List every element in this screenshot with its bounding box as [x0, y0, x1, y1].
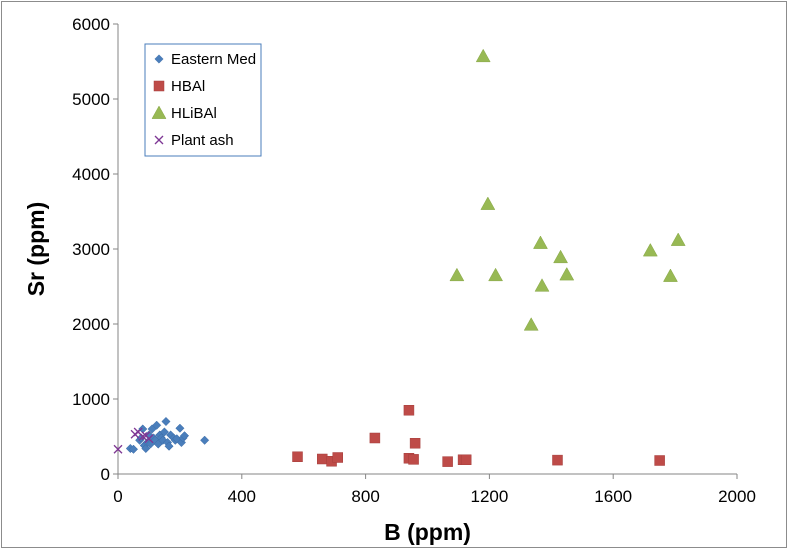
eastern-med-point	[152, 420, 162, 430]
eastern-med-point	[128, 444, 139, 454]
hlibal-point	[475, 48, 491, 63]
hbal-point	[332, 452, 343, 463]
eastern-med-point	[159, 427, 169, 437]
plant-ash-point	[138, 432, 148, 441]
y-axis-title: Sr (ppm)	[23, 202, 49, 297]
hlibal-point	[663, 268, 678, 282]
hlibal-point	[480, 196, 496, 210]
y-tick-label: 5000	[72, 90, 110, 109]
hlibal-point	[559, 266, 575, 281]
tick-labels: 0 1000 2000 3000 4000 5000 6000 0 400 800 1200 1600…	[72, 15, 756, 506]
x-stroke	[138, 432, 148, 441]
series-eastern-med	[125, 416, 210, 454]
y-tick-label: 3000	[72, 240, 110, 259]
eastern-med-point	[175, 423, 185, 433]
x-stroke	[154, 135, 164, 145]
x-tick-label: 400	[228, 487, 256, 506]
hbal-point	[317, 453, 328, 465]
eastern-med-point	[164, 441, 174, 451]
x-stroke	[113, 444, 123, 454]
hbal-point	[460, 454, 472, 465]
hlibal-point	[449, 267, 465, 282]
series-hlibal	[449, 48, 686, 331]
plant-ash-point	[113, 444, 123, 454]
y-tick-label: 0	[101, 465, 110, 484]
eastern-med-point	[158, 435, 168, 445]
hlibal-point	[670, 232, 686, 246]
y-tick-label: 6000	[72, 15, 110, 34]
x-tick-label: 800	[351, 487, 379, 506]
eastern-med-point	[179, 431, 190, 441]
legend: Eastern Med HBAl HLiBAl Plant ash	[144, 43, 262, 157]
series-plant-ash	[113, 427, 154, 454]
hbal-point	[403, 405, 415, 416]
legend-label: HLiBAl	[171, 105, 217, 122]
hbal-point	[409, 438, 421, 449]
hlibal-point	[523, 317, 539, 331]
legend-label: Eastern Med	[171, 51, 256, 68]
x-tick-label: 1600	[594, 487, 632, 506]
legend-marker	[154, 54, 164, 64]
hbal-point	[442, 456, 453, 467]
series-hbal	[292, 405, 665, 467]
legend-box	[144, 43, 262, 157]
legend-marker	[151, 105, 167, 119]
y-tick-label: 1000	[72, 390, 110, 409]
legend-marker	[153, 80, 165, 92]
hbal-point	[552, 454, 563, 466]
hlibal-point	[534, 278, 550, 292]
y-axis-title-group: Sr (ppm)	[23, 202, 49, 297]
y-tick-label: 4000	[72, 165, 110, 184]
legend-label: Plant ash	[171, 132, 234, 149]
data-marks	[113, 48, 686, 467]
x-tick-label: 1200	[470, 487, 508, 506]
hlibal-point	[642, 242, 658, 257]
eastern-med-point	[161, 416, 171, 427]
y-tick-label: 2000	[72, 315, 110, 334]
hbal-point	[654, 455, 665, 466]
x-axis-title: B (ppm)	[384, 519, 471, 545]
hbal-point	[292, 451, 303, 462]
x-tick-label: 2000	[718, 487, 756, 506]
axes	[113, 23, 738, 479]
legend-label: HBAl	[171, 78, 205, 95]
hbal-point	[408, 454, 419, 465]
hbal-point	[369, 432, 381, 444]
hlibal-point	[488, 267, 504, 282]
x-stroke	[144, 434, 154, 444]
x-tick-label: 0	[113, 487, 122, 506]
x-stroke	[133, 427, 143, 437]
plant-ash-point	[144, 434, 154, 444]
legend-marker	[154, 135, 164, 145]
hlibal-point	[553, 249, 569, 264]
eastern-med-point	[200, 435, 210, 445]
hlibal-point	[533, 235, 548, 249]
